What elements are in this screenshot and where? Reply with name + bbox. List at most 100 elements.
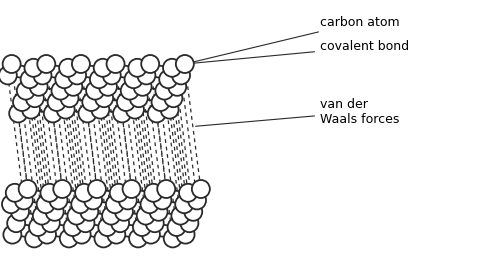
Circle shape [17, 82, 35, 100]
Circle shape [138, 66, 155, 84]
Circle shape [148, 104, 166, 122]
Text: van der
Waals forces: van der Waals forces [196, 98, 399, 126]
Circle shape [111, 214, 129, 232]
Circle shape [181, 214, 199, 232]
Circle shape [152, 93, 169, 111]
Circle shape [84, 191, 102, 209]
Circle shape [60, 229, 78, 247]
Circle shape [37, 55, 55, 73]
Circle shape [149, 203, 167, 221]
Circle shape [61, 89, 79, 107]
Circle shape [6, 184, 24, 202]
Circle shape [122, 180, 141, 198]
Circle shape [2, 55, 20, 73]
Circle shape [184, 203, 202, 221]
Circle shape [79, 104, 97, 122]
Circle shape [51, 82, 69, 100]
Circle shape [34, 66, 51, 84]
Circle shape [2, 195, 20, 213]
Circle shape [192, 180, 210, 198]
Circle shape [129, 229, 147, 247]
Circle shape [37, 195, 55, 213]
Circle shape [75, 184, 93, 202]
Circle shape [9, 104, 27, 122]
Circle shape [107, 225, 125, 243]
Circle shape [73, 225, 91, 243]
Circle shape [49, 191, 67, 209]
Circle shape [175, 195, 193, 213]
Circle shape [7, 214, 25, 232]
Circle shape [13, 93, 31, 111]
Circle shape [3, 225, 21, 243]
Circle shape [146, 214, 164, 232]
Circle shape [106, 55, 124, 73]
Circle shape [142, 225, 160, 243]
Circle shape [53, 180, 71, 198]
Circle shape [82, 93, 100, 111]
Circle shape [94, 59, 112, 77]
Circle shape [177, 225, 195, 243]
Circle shape [161, 101, 179, 119]
Circle shape [117, 93, 135, 111]
Circle shape [164, 89, 183, 107]
Circle shape [188, 191, 206, 209]
Circle shape [130, 89, 148, 107]
Circle shape [155, 82, 173, 100]
Circle shape [95, 229, 112, 247]
Circle shape [172, 66, 190, 84]
Circle shape [64, 78, 82, 96]
Circle shape [133, 218, 151, 236]
Circle shape [153, 191, 171, 209]
Circle shape [119, 191, 137, 209]
Circle shape [157, 180, 175, 198]
Circle shape [141, 55, 159, 73]
Circle shape [126, 101, 144, 119]
Circle shape [19, 180, 37, 198]
Circle shape [115, 203, 133, 221]
Circle shape [77, 214, 95, 232]
Circle shape [20, 70, 39, 88]
Circle shape [42, 214, 60, 232]
Circle shape [44, 104, 62, 122]
Text: carbon atom: carbon atom [187, 16, 400, 63]
Circle shape [46, 203, 63, 221]
Circle shape [134, 78, 152, 96]
Circle shape [113, 104, 131, 122]
Circle shape [176, 55, 194, 73]
Circle shape [72, 55, 90, 73]
Circle shape [124, 70, 142, 88]
Circle shape [38, 225, 56, 243]
Circle shape [144, 184, 163, 202]
Circle shape [106, 195, 124, 213]
Circle shape [110, 184, 128, 202]
Circle shape [121, 82, 139, 100]
Circle shape [55, 70, 73, 88]
Circle shape [41, 184, 59, 202]
Circle shape [103, 66, 121, 84]
Circle shape [164, 229, 182, 247]
Circle shape [26, 89, 44, 107]
Circle shape [98, 218, 116, 236]
Circle shape [141, 195, 159, 213]
Circle shape [86, 82, 104, 100]
Circle shape [128, 59, 146, 77]
Circle shape [11, 203, 29, 221]
Circle shape [24, 59, 42, 77]
Circle shape [81, 203, 98, 221]
Circle shape [99, 78, 117, 96]
Circle shape [25, 229, 43, 247]
Circle shape [67, 207, 85, 225]
Circle shape [171, 207, 189, 225]
Circle shape [15, 191, 33, 209]
Circle shape [168, 78, 186, 96]
Circle shape [0, 66, 17, 84]
Circle shape [48, 93, 66, 111]
Circle shape [102, 207, 120, 225]
Circle shape [68, 66, 86, 84]
Circle shape [33, 207, 51, 225]
Circle shape [90, 70, 108, 88]
Circle shape [63, 218, 81, 236]
Circle shape [59, 59, 77, 77]
Circle shape [167, 218, 185, 236]
Text: covalent bond: covalent bond [187, 40, 409, 64]
